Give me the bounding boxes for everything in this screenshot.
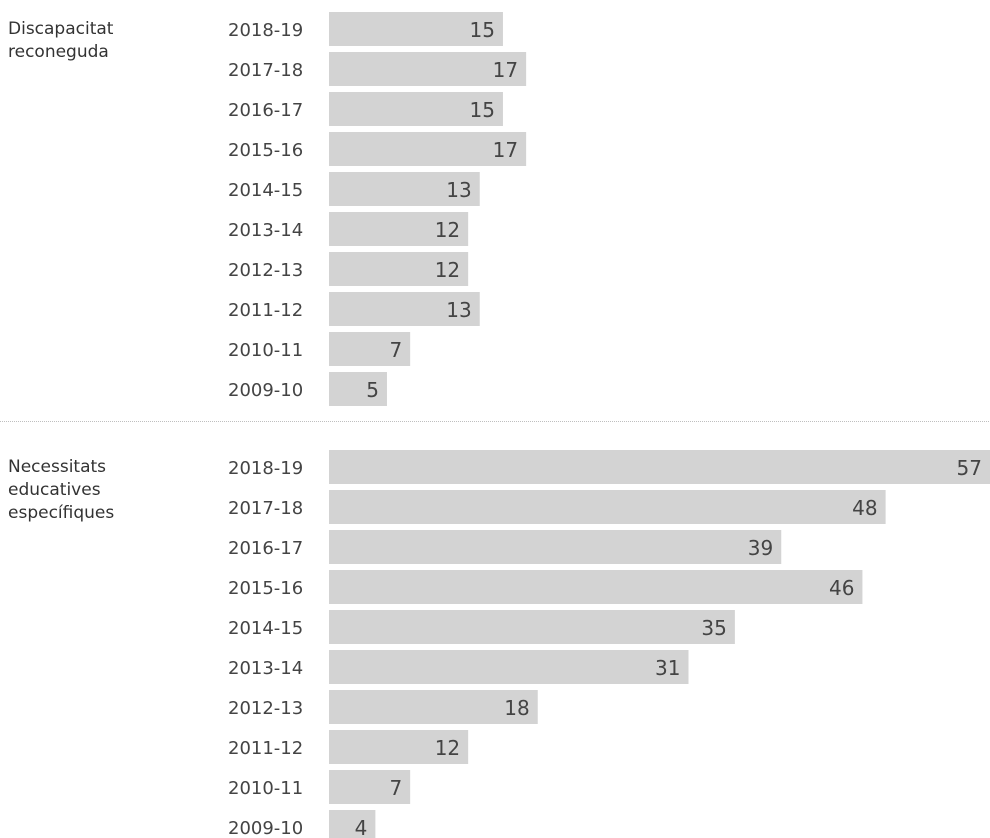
bar — [329, 490, 886, 524]
value-label: 35 — [701, 616, 726, 640]
category-label: 2013-14 — [228, 220, 303, 241]
category-label: 2016-17 — [228, 100, 303, 121]
value-label: 18 — [504, 696, 529, 720]
category-label: 2011-12 — [228, 300, 303, 321]
value-label: 39 — [748, 536, 773, 560]
group-label: Discapacitat reconeguda — [8, 19, 114, 62]
category-label: 2013-14 — [228, 658, 303, 679]
value-label: 5 — [366, 378, 379, 402]
value-label: 7 — [389, 338, 402, 362]
value-label: 15 — [469, 18, 494, 42]
value-label: 4 — [355, 816, 368, 838]
group-label-line: reconeguda — [8, 42, 109, 62]
group-label-line: educatives — [8, 480, 101, 500]
category-label: 2009-10 — [228, 380, 303, 401]
value-label: 13 — [446, 298, 471, 322]
value-label: 13 — [446, 178, 471, 202]
bar — [329, 172, 480, 206]
bar — [329, 730, 469, 764]
category-label: 2011-12 — [228, 738, 303, 759]
category-label: 2015-16 — [228, 578, 303, 599]
category-label: 2018-19 — [228, 458, 303, 479]
bar — [329, 610, 735, 644]
value-label: 15 — [469, 98, 494, 122]
category-label: 2009-10 — [228, 818, 303, 838]
group-label: Necessitats educatives específiques — [8, 457, 114, 523]
bar — [329, 12, 503, 46]
bar — [329, 212, 469, 246]
category-label: 2015-16 — [228, 140, 303, 161]
value-label: 17 — [493, 58, 518, 82]
category-label: 2010-11 — [228, 778, 303, 799]
category-label: 2014-15 — [228, 180, 303, 201]
category-label: 2014-15 — [228, 618, 303, 639]
value-label: 57 — [957, 456, 982, 480]
bar — [329, 690, 538, 724]
value-label: 46 — [829, 576, 854, 600]
bar — [329, 770, 411, 804]
category-label: 2018-19 — [228, 20, 303, 41]
group-label-line: Discapacitat — [8, 19, 114, 39]
value-label: 48 — [852, 496, 877, 520]
value-label: 7 — [389, 776, 402, 800]
bar — [329, 450, 990, 484]
bar — [329, 810, 376, 838]
value-label: 12 — [435, 218, 460, 242]
value-label: 17 — [493, 138, 518, 162]
category-label: 2012-13 — [228, 698, 303, 719]
bar — [329, 650, 689, 684]
category-label: 2016-17 — [228, 538, 303, 559]
category-label: 2010-11 — [228, 340, 303, 361]
category-label: 2012-13 — [228, 260, 303, 281]
bar — [329, 570, 863, 604]
bar — [329, 292, 480, 326]
bar — [329, 332, 411, 366]
value-label: 31 — [655, 656, 680, 680]
bar — [329, 52, 527, 86]
category-label: 2017-18 — [228, 60, 303, 81]
category-label: 2017-18 — [228, 498, 303, 519]
bar — [329, 132, 527, 166]
group-label-line: específiques — [8, 503, 114, 523]
value-label: 12 — [435, 258, 460, 282]
bar — [329, 530, 782, 564]
group-label-line: Necessitats — [8, 457, 106, 477]
value-label: 12 — [435, 736, 460, 760]
bar — [329, 372, 387, 406]
bar — [329, 252, 469, 286]
bar — [329, 92, 503, 126]
